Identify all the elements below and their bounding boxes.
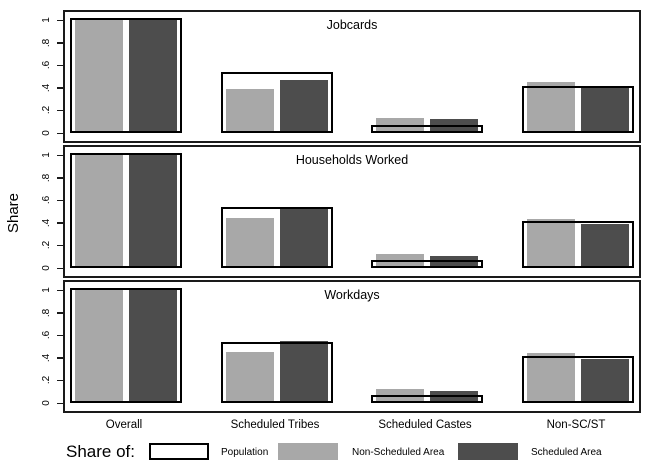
legend-label-population: Population	[221, 447, 269, 458]
bar-scheduled-area	[129, 290, 177, 403]
y-tick-mark	[57, 154, 63, 156]
y-tick-mark	[57, 357, 63, 359]
bar-non-scheduled-area	[226, 352, 274, 403]
panel-title: Workdays	[324, 288, 380, 302]
bar-population-outline	[221, 72, 333, 133]
bar-population-outline	[522, 220, 634, 268]
y-tick-label: .2	[41, 241, 52, 250]
y-tick-mark	[57, 199, 63, 202]
y-tick-mark	[57, 267, 63, 269]
bar-non-scheduled-area	[226, 88, 274, 133]
bar-scheduled-area	[129, 155, 177, 268]
y-tick-label: .2	[41, 106, 52, 115]
bar-population-outline	[522, 85, 634, 133]
y-tick-mark	[57, 334, 63, 337]
y-tick-label: .8	[41, 173, 52, 182]
y-tick-mark	[57, 379, 63, 382]
legend: Share of: Population Non-Scheduled Area …	[0, 440, 658, 466]
bar-population-outline	[70, 18, 182, 133]
bar-non-scheduled-area	[527, 353, 575, 403]
y-tick-mark	[57, 244, 63, 247]
bar-non-scheduled-area	[75, 290, 123, 403]
y-axis-title: Share	[5, 192, 22, 234]
bar-scheduled-area	[280, 79, 328, 133]
y-tick-label: .8	[41, 308, 52, 317]
bar-scheduled-area	[129, 20, 177, 133]
x-axis-label-overall: Overall	[105, 419, 143, 431]
bar-scheduled-area	[280, 208, 328, 268]
bar-non-scheduled-area	[527, 219, 575, 268]
y-tick-label: 0	[41, 265, 52, 271]
y-tick-mark	[57, 402, 63, 404]
bar-population-outline	[522, 355, 634, 403]
x-axis-label-non-sc-st: Non-SC/ST	[546, 419, 606, 431]
x-axis-label-scheduled-castes: Scheduled Castes	[378, 419, 472, 431]
y-tick-label: 0	[41, 130, 52, 136]
panel-households-worked: Households Worked 0 .2 .4 .6 .8 1	[41, 145, 641, 278]
legend-title: Share of:	[66, 442, 135, 461]
y-tick-mark	[57, 222, 63, 224]
legend-swatch-population	[149, 443, 209, 460]
y-tick-label: 0	[41, 400, 52, 406]
bar-non-scheduled-area	[527, 82, 575, 133]
y-tick-mark	[57, 64, 63, 67]
bar-population-outline	[221, 207, 333, 268]
y-tick-mark	[57, 42, 63, 44]
bar-non-scheduled-area	[226, 218, 274, 268]
legend-swatch-non-scheduled-area	[278, 443, 338, 460]
y-tick-label: 1	[41, 152, 52, 158]
bar-population-outline	[371, 395, 483, 403]
y-tick-label: .2	[41, 376, 52, 385]
y-tick-mark	[57, 19, 63, 21]
bar-non-scheduled-area	[75, 155, 123, 268]
x-axis-labels: Overall Scheduled Tribes Scheduled Castes N…	[63, 419, 641, 434]
panel-workdays: Workdays 0 .2 .4 .6 .8 1	[41, 280, 641, 413]
bar-scheduled-area	[280, 340, 328, 403]
y-tick-mark	[57, 109, 63, 112]
y-tick-label: .4	[41, 353, 52, 362]
y-tick-label: .6	[41, 196, 52, 205]
bar-population-outline	[70, 153, 182, 268]
panel-title: Jobcards	[326, 18, 378, 32]
bar-population-outline	[221, 342, 333, 403]
y-tick-mark	[57, 289, 63, 291]
y-tick-label: 1	[41, 287, 52, 293]
bar-population-outline	[371, 125, 483, 133]
bar-scheduled-area	[581, 358, 629, 403]
y-tick-mark	[57, 177, 63, 179]
bar-scheduled-area	[581, 223, 629, 268]
y-tick-label: .6	[41, 61, 52, 70]
bar-population-outline	[371, 260, 483, 268]
bar-scheduled-area	[581, 86, 629, 133]
panel-jobcards: Jobcards 0 .2 .4 .6 .8 1	[41, 10, 641, 143]
y-tick-label: .6	[41, 331, 52, 340]
y-tick-label: .4	[41, 83, 52, 92]
legend-swatch-scheduled-area	[458, 443, 518, 460]
legend-label-non-scheduled-area: Non-Scheduled Area	[352, 447, 445, 458]
bar-population-outline	[70, 288, 182, 403]
y-tick-label: .4	[41, 218, 52, 227]
y-tick-mark	[57, 312, 63, 314]
y-tick-mark	[57, 132, 63, 134]
legend-label-scheduled-area: Scheduled Area	[531, 447, 602, 458]
panel-title: Households Worked	[295, 153, 409, 167]
y-tick-label: .8	[41, 38, 52, 47]
bar-non-scheduled-area	[75, 20, 123, 133]
y-tick-mark	[57, 87, 63, 89]
x-axis-label-scheduled-tribes: Scheduled Tribes	[230, 419, 320, 431]
y-tick-label: 1	[41, 17, 52, 23]
